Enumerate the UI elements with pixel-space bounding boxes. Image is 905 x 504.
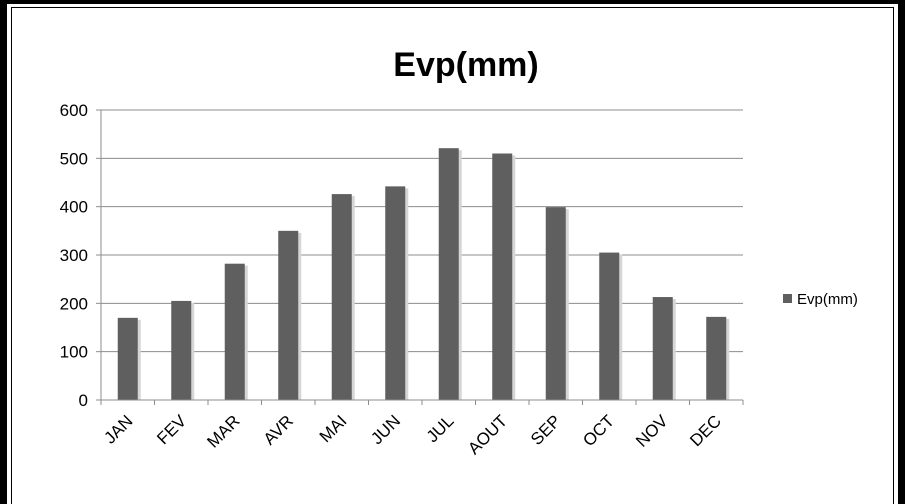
x-tick-label: JUN (367, 411, 404, 448)
legend: Evp(mm) (783, 291, 858, 308)
x-tick-label: FEV (153, 411, 190, 448)
y-tick-labels: 0 100 200 300 400 500 600 (60, 101, 88, 410)
legend-label: Evp(mm) (797, 291, 858, 308)
gridlines (101, 109, 743, 353)
x-tick-label: MAI (316, 411, 351, 446)
x-tick-labels: JAN FEV MAR AVR MAI JUN JUL AOUT SEP OCT NOV DEC (100, 411, 725, 458)
y-tick-label: 600 (60, 101, 88, 120)
chart-title: Evp(mm) (393, 46, 538, 84)
x-tick-label: SEP (527, 411, 564, 448)
x-tick-label: DEC (686, 411, 725, 450)
x-tick-label: OCT (579, 411, 618, 450)
bar (492, 153, 513, 400)
bars (117, 148, 730, 400)
y-tick-label: 300 (60, 246, 88, 265)
bar (599, 252, 620, 400)
x-tick-label: MAR (203, 411, 243, 451)
x-tick-label: JAN (100, 411, 136, 447)
bar (385, 186, 406, 400)
y-tick-label: 0 (79, 391, 88, 410)
bar (438, 148, 459, 400)
bar (278, 230, 299, 400)
y-tick-label: 400 (60, 198, 88, 217)
bar (706, 316, 727, 400)
x-tick-label: JUL (423, 411, 458, 446)
bar (171, 300, 192, 400)
x-tick-label: AOUT (464, 411, 511, 458)
bar (224, 263, 245, 400)
bar (545, 207, 566, 400)
y-tick-label: 500 (60, 149, 88, 168)
x-tick-label: NOV (632, 411, 672, 451)
x-tick-label: AVR (260, 411, 297, 448)
bar (652, 297, 673, 400)
legend-swatch (783, 294, 792, 303)
y-tick-label: 200 (60, 294, 88, 313)
axes (96, 109, 744, 405)
bar (331, 194, 352, 400)
y-tick-label: 100 (60, 343, 88, 362)
bar (117, 317, 138, 400)
